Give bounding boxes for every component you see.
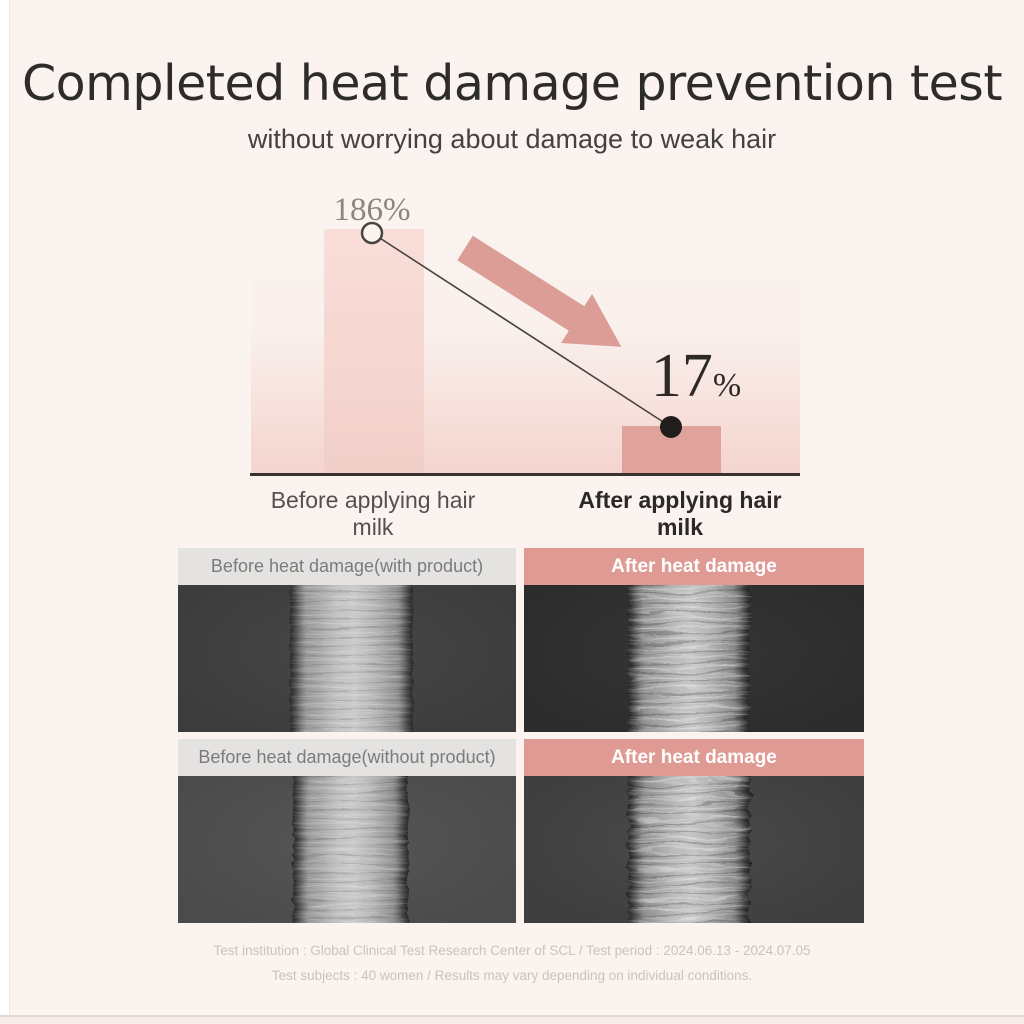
disclaimer-line-2: Test subjects : 40 women / Results may v… bbox=[271, 968, 753, 983]
category-label-after: After applying hair milk bbox=[578, 487, 782, 540]
panel-before-with-product: Before heat damage(with product) bbox=[178, 548, 516, 732]
hair-strand bbox=[628, 585, 750, 732]
filled-dot-marker bbox=[660, 416, 682, 438]
value-label-after-number: 17 bbox=[650, 342, 713, 410]
value-label-after: 17% bbox=[631, 345, 761, 407]
sem-image-before-without-product bbox=[178, 776, 516, 923]
connector-line bbox=[371, 232, 672, 428]
panel-header: Before heat damage(with product) bbox=[178, 548, 516, 585]
sem-image-after-without-product bbox=[524, 776, 864, 923]
hair-strand bbox=[290, 585, 413, 732]
panel-after-with-product: After heat damage bbox=[524, 548, 864, 732]
panel-header: After heat damage bbox=[524, 739, 864, 776]
page-subtitle: without worrying about damage to weak ha… bbox=[247, 124, 777, 154]
panel-after-without-product: After heat damage bbox=[524, 739, 864, 923]
sem-image-before-with-product bbox=[178, 585, 516, 732]
hair-strand bbox=[293, 776, 408, 923]
bar-before-applying bbox=[324, 229, 424, 473]
page-title: Completed heat damage prevention test bbox=[21, 55, 1003, 112]
value-label-before: 186% bbox=[333, 192, 411, 228]
panel-header: Before heat damage(without product) bbox=[178, 739, 516, 776]
open-circle-marker bbox=[360, 221, 384, 245]
sem-comparison-grid: Before heat damage(with product) After h… bbox=[178, 548, 864, 923]
category-label-before: Before applying hair milk bbox=[270, 487, 476, 540]
test-disclaimer: Test institution : Global Clinical Test … bbox=[0, 938, 1024, 988]
chart-annotation-layer bbox=[360, 221, 682, 438]
value-label-after-percent: % bbox=[712, 367, 742, 404]
x-axis bbox=[250, 473, 800, 476]
bar-chart: 186% 17% bbox=[250, 192, 800, 476]
disclaimer-line-1: Test institution : Global Clinical Test … bbox=[213, 943, 811, 958]
hair-strand bbox=[628, 776, 750, 923]
page-left-margin bbox=[0, 0, 10, 1024]
panel-before-without-product: Before heat damage(without product) bbox=[178, 739, 516, 923]
panel-header: After heat damage bbox=[524, 548, 864, 585]
section-divider bbox=[0, 1015, 1024, 1024]
sem-image-after-with-product bbox=[524, 585, 864, 732]
decrease-arrow-icon bbox=[457, 235, 622, 347]
